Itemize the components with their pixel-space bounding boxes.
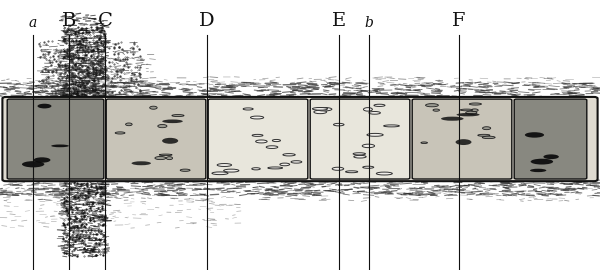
Ellipse shape: [243, 108, 253, 110]
Ellipse shape: [34, 157, 50, 163]
Ellipse shape: [363, 166, 374, 168]
Ellipse shape: [291, 161, 302, 163]
Ellipse shape: [172, 114, 184, 117]
Ellipse shape: [376, 172, 392, 175]
Ellipse shape: [362, 144, 374, 148]
Ellipse shape: [354, 155, 366, 158]
Ellipse shape: [383, 125, 400, 127]
Ellipse shape: [353, 153, 365, 155]
Ellipse shape: [37, 104, 52, 109]
Ellipse shape: [149, 106, 157, 109]
Ellipse shape: [272, 139, 280, 141]
Ellipse shape: [460, 109, 473, 111]
Ellipse shape: [313, 107, 328, 110]
Ellipse shape: [314, 110, 326, 114]
Ellipse shape: [180, 169, 190, 171]
Ellipse shape: [115, 132, 125, 134]
Ellipse shape: [158, 124, 167, 128]
FancyBboxPatch shape: [7, 99, 104, 179]
Text: B: B: [62, 12, 76, 30]
Ellipse shape: [266, 146, 278, 148]
Ellipse shape: [252, 168, 260, 170]
Ellipse shape: [421, 142, 427, 144]
FancyBboxPatch shape: [106, 99, 206, 179]
Text: E: E: [332, 12, 346, 30]
Ellipse shape: [155, 157, 166, 160]
Text: a: a: [29, 16, 37, 30]
FancyBboxPatch shape: [514, 99, 587, 179]
FancyBboxPatch shape: [310, 99, 410, 179]
FancyBboxPatch shape: [208, 99, 308, 179]
Ellipse shape: [457, 113, 479, 116]
Ellipse shape: [256, 140, 267, 143]
Ellipse shape: [530, 159, 553, 164]
Ellipse shape: [217, 164, 232, 167]
Ellipse shape: [131, 161, 151, 165]
Ellipse shape: [162, 138, 178, 144]
Ellipse shape: [525, 132, 544, 138]
Ellipse shape: [162, 120, 183, 123]
Ellipse shape: [544, 154, 559, 159]
Ellipse shape: [250, 116, 263, 119]
Ellipse shape: [283, 154, 295, 156]
Ellipse shape: [334, 123, 344, 126]
Ellipse shape: [367, 133, 383, 136]
Ellipse shape: [455, 139, 472, 145]
Ellipse shape: [364, 108, 373, 111]
Ellipse shape: [268, 167, 283, 169]
Ellipse shape: [125, 123, 132, 126]
Ellipse shape: [482, 127, 491, 130]
Ellipse shape: [530, 169, 547, 172]
Ellipse shape: [482, 136, 495, 139]
Text: F: F: [452, 12, 466, 30]
Ellipse shape: [425, 104, 439, 107]
Text: C: C: [98, 12, 112, 30]
Text: b: b: [365, 16, 373, 30]
Ellipse shape: [252, 134, 263, 136]
Ellipse shape: [441, 117, 464, 121]
Ellipse shape: [51, 144, 69, 147]
Ellipse shape: [369, 112, 380, 114]
Ellipse shape: [280, 163, 290, 166]
Text: D: D: [199, 12, 215, 30]
Ellipse shape: [469, 103, 481, 105]
Ellipse shape: [374, 104, 385, 106]
Ellipse shape: [471, 109, 478, 112]
FancyBboxPatch shape: [2, 97, 598, 181]
Ellipse shape: [317, 107, 332, 111]
Ellipse shape: [466, 111, 477, 114]
Ellipse shape: [212, 172, 228, 175]
FancyBboxPatch shape: [412, 99, 512, 179]
Ellipse shape: [159, 154, 172, 156]
Ellipse shape: [22, 161, 44, 167]
Ellipse shape: [166, 157, 173, 160]
Ellipse shape: [433, 109, 439, 111]
Ellipse shape: [478, 134, 490, 136]
Ellipse shape: [346, 171, 358, 173]
Ellipse shape: [332, 167, 344, 170]
Ellipse shape: [224, 169, 239, 172]
